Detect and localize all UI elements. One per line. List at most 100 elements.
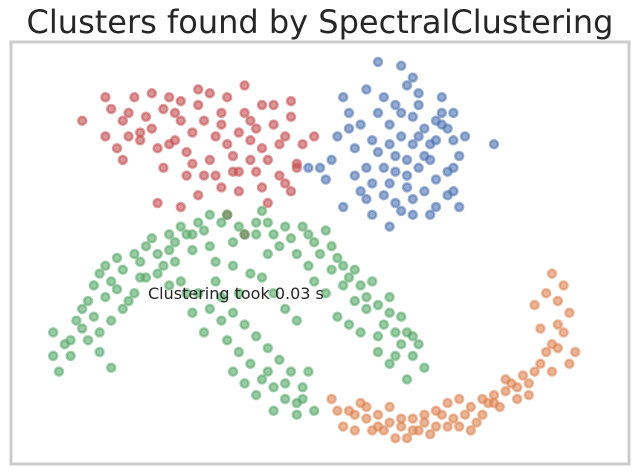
data-point-cluster-2-22 <box>372 146 384 158</box>
data-point-cluster-3-18 <box>146 233 158 244</box>
data-point-cluster-3-138 <box>250 229 262 240</box>
data-point-cluster-3-52 <box>390 327 401 338</box>
data-point-cluster-1-68 <box>175 95 187 107</box>
data-point-cluster-2-25 <box>343 123 355 134</box>
data-point-cluster-1-3 <box>123 107 134 119</box>
data-point-cluster-2-17 <box>448 135 459 146</box>
data-point-cluster-2-47 <box>343 107 355 119</box>
data-point-cluster-4-58 <box>430 405 442 417</box>
data-point-cluster-1-10 <box>158 162 169 174</box>
data-point-cluster-4-35 <box>529 366 540 377</box>
data-point-cluster-3-25 <box>198 225 210 236</box>
data-point-cluster-1-12 <box>187 127 198 138</box>
data-point-cluster-3-137 <box>384 291 395 303</box>
data-point-cluster-1-71 <box>216 119 227 130</box>
data-point-cluster-3-14 <box>117 264 129 275</box>
data-point-cluster-2-12 <box>419 123 430 134</box>
data-point-cluster-3-2 <box>47 350 59 362</box>
data-point-cluster-2-36 <box>419 186 430 197</box>
data-point-cluster-2-57 <box>355 186 366 197</box>
data-point-cluster-1-37 <box>181 170 192 181</box>
data-point-cluster-2-10 <box>407 111 419 123</box>
data-point-cluster-2-63 <box>407 138 419 150</box>
data-point-cluster-2-29 <box>303 162 314 174</box>
data-point-cluster-1-20 <box>245 135 256 146</box>
data-point-cluster-3-122 <box>256 272 268 283</box>
data-point-cluster-3-5 <box>65 334 76 346</box>
data-point-cluster-4-11 <box>390 432 401 444</box>
data-point-cluster-2-67 <box>413 131 424 142</box>
data-point-cluster-3-91 <box>239 319 250 330</box>
data-point-cluster-3-9 <box>88 280 100 291</box>
data-point-cluster-3-31 <box>250 217 262 228</box>
data-point-cluster-3-121 <box>227 260 239 272</box>
data-point-cluster-3-142 <box>163 244 175 256</box>
data-point-cluster-4-1 <box>326 393 337 405</box>
data-point-cluster-4-67 <box>535 323 546 334</box>
data-point-cluster-2-69 <box>361 193 372 205</box>
data-point-cluster-3-127 <box>187 244 198 256</box>
data-point-cluster-1-58 <box>268 99 279 111</box>
data-point-cluster-1-6 <box>111 142 123 154</box>
data-point-cluster-2-54 <box>407 209 419 221</box>
data-point-cluster-3-85 <box>297 382 308 393</box>
data-point-cluster-3-128 <box>314 248 326 260</box>
data-point-cluster-2-68 <box>390 166 401 177</box>
data-point-cluster-2-46 <box>372 56 384 68</box>
data-point-cluster-4-22 <box>453 421 465 432</box>
data-point-cluster-1-17 <box>221 138 233 150</box>
data-point-cluster-2-9 <box>395 107 407 119</box>
data-point-cluster-1-14 <box>181 146 192 158</box>
data-point-cluster-4-37 <box>540 346 552 358</box>
data-point-cluster-1-60 <box>100 91 111 103</box>
data-point-cluster-3-22 <box>175 221 187 232</box>
data-point-cluster-2-39 <box>453 150 465 162</box>
data-point-cluster-3-113 <box>158 260 169 272</box>
data-point-cluster-3-140 <box>204 240 216 252</box>
data-point-cluster-3-11 <box>100 260 111 272</box>
data-point-cluster-3-63 <box>332 311 343 322</box>
data-point-cluster-3-97 <box>297 393 308 405</box>
data-point-cluster-2-43 <box>413 88 424 99</box>
data-point-cluster-1-61 <box>134 127 146 138</box>
data-point-cluster-3-143 <box>100 291 111 303</box>
data-point-cluster-2-71 <box>384 221 395 232</box>
data-point-cluster-4-64 <box>361 401 372 413</box>
data-point-cluster-3-38 <box>303 229 314 240</box>
data-point-cluster-3-74 <box>204 303 216 315</box>
data-point-cluster-3-89 <box>262 342 274 354</box>
data-point-cluster-2-70 <box>401 182 413 193</box>
data-point-cluster-4-59 <box>419 409 430 420</box>
data-point-cluster-2-4 <box>361 84 372 95</box>
data-point-cluster-4-14 <box>407 413 419 424</box>
data-point-cluster-3-102 <box>129 287 140 299</box>
points-layer <box>47 56 581 444</box>
data-point-cluster-3-88 <box>274 354 285 366</box>
data-point-cluster-3-135 <box>407 331 419 342</box>
data-point-cluster-2-74 <box>448 186 459 197</box>
data-point-cluster-4-25 <box>471 417 482 428</box>
data-point-cluster-1-65 <box>227 166 239 177</box>
data-point-cluster-2-30 <box>320 174 332 185</box>
data-point-cluster-3-120 <box>216 291 227 303</box>
data-point-cluster-4-48 <box>569 346 581 358</box>
data-point-cluster-2-11 <box>413 99 424 111</box>
data-point-cluster-4-30 <box>500 385 511 397</box>
data-point-cluster-1-55 <box>285 95 297 107</box>
data-point-cluster-4-53 <box>488 397 500 409</box>
data-point-cluster-3-82 <box>268 382 279 393</box>
data-point-cluster-3-125 <box>291 315 303 326</box>
data-point-cluster-3-77 <box>198 327 210 338</box>
data-point-cluster-3-36 <box>285 233 297 244</box>
data-point-cluster-3-61 <box>355 327 366 338</box>
data-point-cluster-1-52 <box>274 170 285 181</box>
data-point-cluster-1-70 <box>169 107 181 119</box>
data-point-cluster-3-116 <box>163 280 175 291</box>
data-point-cluster-2-2 <box>390 99 401 111</box>
data-point-cluster-4-34 <box>523 378 535 389</box>
data-point-cluster-3-80 <box>245 358 256 370</box>
data-point-cluster-4-46 <box>552 342 564 354</box>
data-point-cluster-3-62 <box>343 319 355 330</box>
data-point-cluster-3-71 <box>233 287 245 299</box>
data-point-cluster-1-57 <box>192 84 204 95</box>
